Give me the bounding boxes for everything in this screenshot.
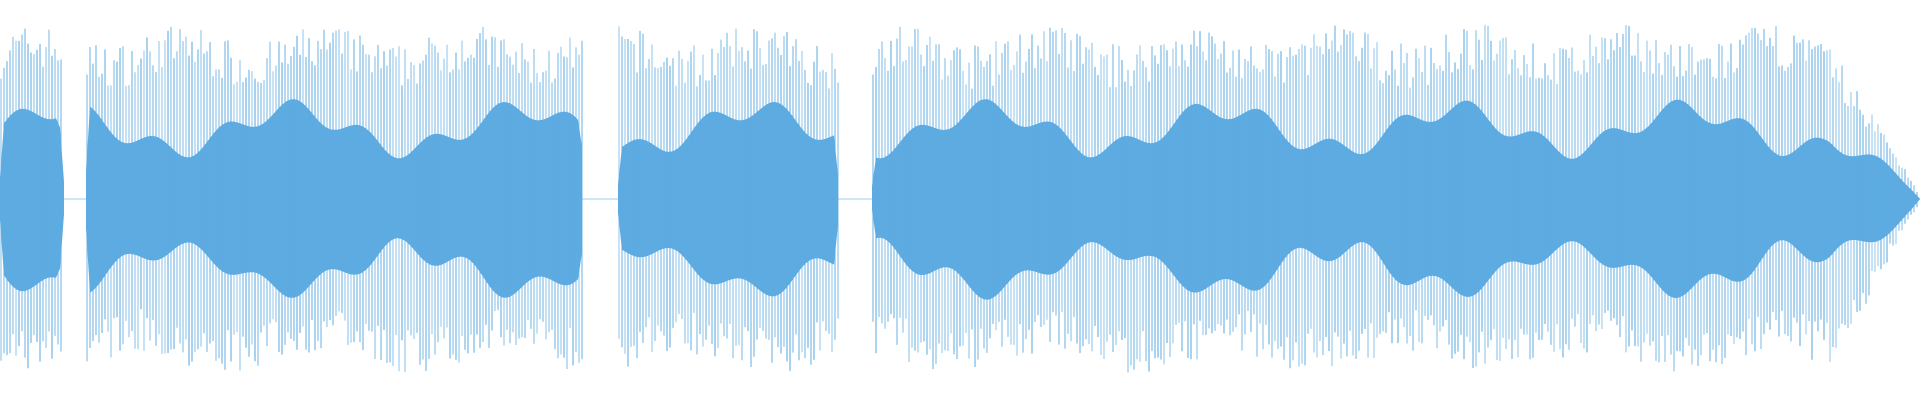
page: (() => { const data = JSON.parse(documen…	[0, 24, 1920, 373]
waveform-view	[0, 24, 1920, 373]
